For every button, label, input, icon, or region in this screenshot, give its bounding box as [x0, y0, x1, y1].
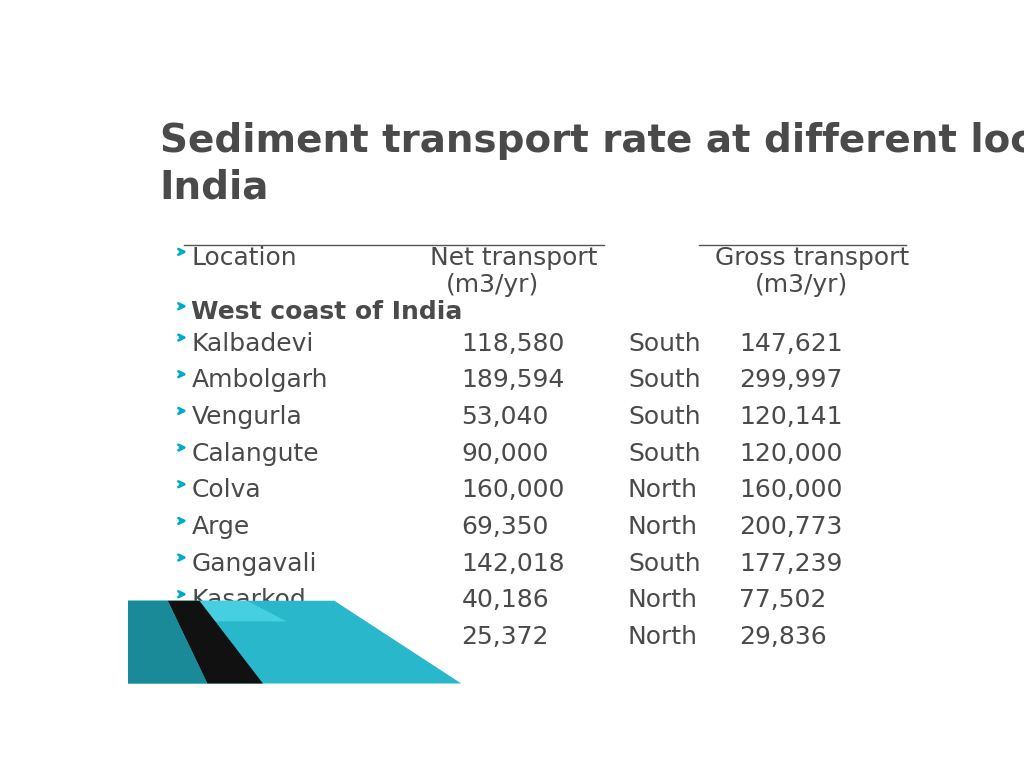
Text: Gross transport: Gross transport: [715, 246, 909, 270]
Text: North: North: [628, 588, 698, 612]
Text: 147,621: 147,621: [739, 332, 843, 356]
Text: 118,580: 118,580: [461, 332, 564, 356]
Text: 177,239: 177,239: [739, 551, 843, 576]
Text: South: South: [628, 551, 700, 576]
Text: Gangavali: Gangavali: [191, 551, 317, 576]
Text: 77,502: 77,502: [739, 588, 826, 612]
Text: (m3/yr): (m3/yr): [445, 273, 539, 296]
Text: Vengurla: Vengurla: [191, 405, 302, 429]
Text: Arge: Arge: [191, 515, 250, 539]
Text: Colva: Colva: [191, 478, 261, 502]
Text: Kalbadevi: Kalbadevi: [191, 332, 314, 356]
Text: South: South: [628, 405, 700, 429]
Text: Ambolgarh: Ambolgarh: [191, 369, 328, 392]
Text: 160,000: 160,000: [461, 478, 564, 502]
Polygon shape: [128, 601, 287, 621]
Text: Net transport: Net transport: [430, 246, 597, 270]
Text: Sediment transport rate at different locations in
India: Sediment transport rate at different loc…: [160, 121, 1024, 207]
Text: 29,836: 29,836: [739, 625, 826, 649]
Text: 40,186: 40,186: [461, 588, 549, 612]
Text: South: South: [628, 442, 700, 465]
Text: South: South: [628, 369, 700, 392]
Polygon shape: [128, 601, 207, 684]
Text: 299,997: 299,997: [739, 369, 843, 392]
Text: South: South: [628, 332, 700, 356]
Text: 160,000: 160,000: [739, 478, 843, 502]
Text: 142,018: 142,018: [461, 551, 565, 576]
Text: 120,141: 120,141: [739, 405, 843, 429]
Text: 189,594: 189,594: [461, 369, 564, 392]
Text: Kasarkod: Kasarkod: [191, 588, 306, 612]
Text: North: North: [628, 515, 698, 539]
Text: 120,000: 120,000: [739, 442, 843, 465]
Text: 53,040: 53,040: [461, 405, 549, 429]
Text: 25,372: 25,372: [461, 625, 549, 649]
Polygon shape: [168, 601, 263, 684]
Text: (m3/yr): (m3/yr): [755, 273, 848, 296]
Text: 90,000: 90,000: [461, 442, 549, 465]
Text: 200,773: 200,773: [739, 515, 843, 539]
Text: Maravanthe: Maravanthe: [191, 625, 341, 649]
Polygon shape: [128, 601, 461, 684]
Text: 69,350: 69,350: [461, 515, 549, 539]
Text: West coast of India: West coast of India: [191, 300, 463, 324]
Text: Calangute: Calangute: [191, 442, 319, 465]
Text: North: North: [628, 478, 698, 502]
Text: Location: Location: [191, 246, 297, 270]
Text: North: North: [628, 625, 698, 649]
